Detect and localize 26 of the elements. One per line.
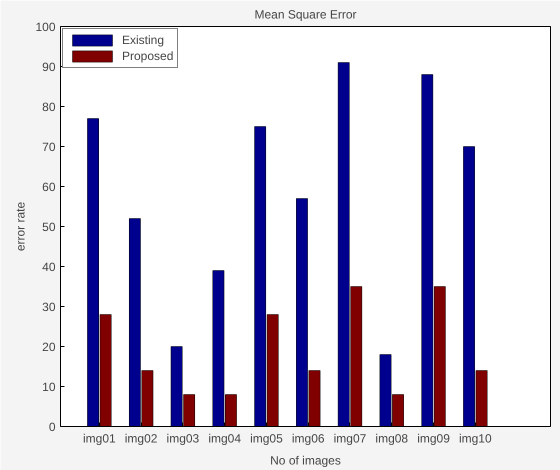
x-tick-label: img03: [166, 432, 200, 446]
legend-label: Proposed: [122, 49, 174, 63]
x-tick-label: img08: [375, 432, 408, 446]
y-tick-label: 50: [42, 220, 56, 234]
y-tick-label: 80: [42, 100, 56, 114]
y-tick-label: 90: [42, 60, 56, 74]
x-tick-label: img09: [417, 432, 450, 446]
x-tick-label: img06: [292, 432, 325, 446]
x-tick-label: img04: [208, 432, 242, 446]
legend-label: Existing: [122, 33, 164, 47]
y-tick-label: 60: [42, 180, 56, 194]
y-tick-label: 70: [42, 140, 56, 154]
y-tick-label: 40: [42, 260, 56, 274]
x-tick-label: img07: [334, 432, 367, 446]
y-tick-label: 10: [42, 380, 56, 394]
y-axis-title: error rate: [13, 202, 28, 252]
chart-title: Mean Square Error: [254, 8, 357, 22]
y-tick-label: 30: [42, 300, 56, 314]
x-tick-label: img02: [124, 432, 158, 446]
x-axis-title: No of images: [270, 454, 341, 468]
y-tick-label: 0: [48, 420, 56, 434]
x-tick-label: img05: [250, 432, 284, 446]
y-tick-label: 100: [35, 20, 56, 34]
x-tick-label: img01: [83, 432, 116, 446]
y-tick-label: 20: [42, 340, 56, 354]
x-tick-label: img10: [458, 432, 492, 446]
